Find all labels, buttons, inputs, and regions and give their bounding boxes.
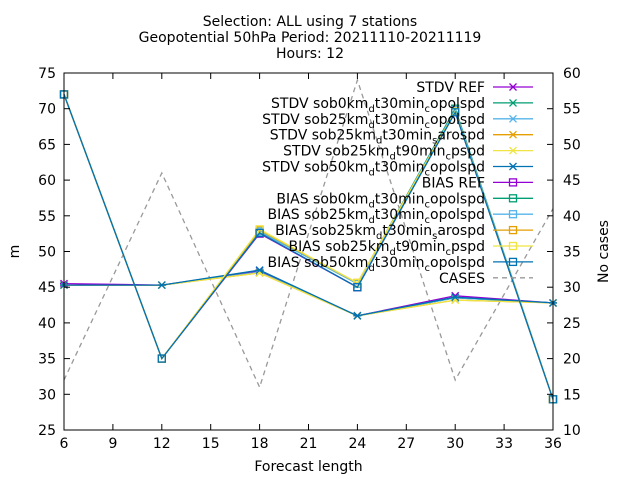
title-line-3: Hours: 12 xyxy=(276,46,344,62)
series-lines xyxy=(59,77,558,404)
legend-label-3: STDV sob25kmdt30minsarospd xyxy=(270,128,485,147)
legend-marker-8 xyxy=(508,210,518,219)
y2-tick-label-4: 30 xyxy=(563,280,581,296)
y2-tick-label-1: 15 xyxy=(563,387,581,403)
legend-marker-9 xyxy=(508,225,518,235)
chart-title: Selection: ALL using 7 stationsGeopotent… xyxy=(139,14,482,62)
legend-label-5: STDV sob50kmdt30mincopolspd xyxy=(262,160,485,179)
y2-axis-label: No cases xyxy=(596,220,612,283)
y-tick-label-3: 40 xyxy=(38,316,56,332)
legend-marker-1 xyxy=(509,98,517,107)
y-tick-label-5: 50 xyxy=(38,245,56,261)
x-tick-label-0: 6 xyxy=(60,436,69,452)
axes: 6 9 12 15 18 21 24 27 30 33 36 25 30 35 40 45 50 55 60 65 70… xyxy=(7,66,612,475)
y-tick-label-6: 55 xyxy=(38,209,56,225)
series-11-point-3 xyxy=(353,283,362,292)
legend-marker-11 xyxy=(508,257,518,267)
y-tick-label-1: 30 xyxy=(38,387,56,403)
x-tick-label-6: 24 xyxy=(348,436,366,452)
legend-marker-7 xyxy=(508,194,518,203)
x-tick-label-10: 36 xyxy=(544,436,562,452)
y-tick-label-9: 70 xyxy=(38,102,56,118)
legend-label-8: BIAS sob25kmdt30mincopolspd xyxy=(267,207,485,226)
x-tick-label-4: 18 xyxy=(251,436,269,452)
y2-tick-label-3: 25 xyxy=(563,316,581,332)
legend-marker-6 xyxy=(508,178,518,187)
series-5-point-4 xyxy=(451,293,460,302)
y2-tick-label-10: 60 xyxy=(563,66,581,82)
x-tick-label-9: 33 xyxy=(495,436,513,452)
series-5-point-1 xyxy=(157,281,166,290)
y-tick-label-10: 75 xyxy=(38,66,56,82)
y-tick-label-8: 65 xyxy=(38,137,56,153)
x-tick-label-7: 27 xyxy=(397,436,415,452)
title-line-1: Selection: ALL using 7 stations xyxy=(203,14,417,30)
legend-label-12: CASES xyxy=(439,271,485,287)
legend-marker-10 xyxy=(508,241,518,251)
y-tick-label-0: 25 xyxy=(38,423,56,439)
series-line-12 xyxy=(63,77,554,390)
y2-tick-label-5: 35 xyxy=(563,245,581,261)
series-11-point-4 xyxy=(451,108,460,117)
y-tick-label-7: 60 xyxy=(38,173,56,189)
legend-marker-5 xyxy=(509,162,517,171)
series-5-point-3 xyxy=(353,311,362,320)
legend-label-1: STDV sob0kmdt30mincopolspd xyxy=(271,96,485,115)
series-line-5 xyxy=(64,269,554,317)
legend-label-9: BIAS sob25kmdt30minsarospd xyxy=(275,223,485,242)
legend-marker-2 xyxy=(509,114,517,123)
series-5-point-2 xyxy=(255,266,264,275)
x-tick-label-8: 30 xyxy=(446,436,464,452)
x-tick-label-2: 12 xyxy=(153,436,171,452)
series-line-11 xyxy=(63,94,554,400)
legend-label-11: BIAS sob50kmdt30mincopolspd xyxy=(267,255,485,274)
y2-tick-label-7: 45 xyxy=(563,173,581,189)
legend-marker-3 xyxy=(509,130,517,139)
y-axis-label: m xyxy=(7,245,23,259)
legend-label-7: BIAS sob0kmdt30mincopolspd xyxy=(276,191,485,210)
x-tick-label-5: 21 xyxy=(300,436,318,452)
x-axis-label: Forecast length xyxy=(254,459,362,475)
legend-marker-4 xyxy=(509,146,517,155)
series-11-point-1 xyxy=(157,354,166,363)
y-tick-label-2: 35 xyxy=(38,352,56,368)
series-11-point-2 xyxy=(255,228,264,238)
y2-tick-label-6: 40 xyxy=(563,209,581,225)
legend-label-6: BIAS REF xyxy=(422,175,485,191)
y2-tick-label-9: 55 xyxy=(563,102,581,118)
legend-label-0: STDV REF xyxy=(416,80,485,96)
legend-marker-0 xyxy=(509,83,517,91)
legend-label-2: STDV sob25kmdt30mincopolspd xyxy=(262,112,485,131)
title-line-2: Geopotential 50hPa Period: 20211110-2021… xyxy=(139,30,482,46)
y-tick-label-4: 45 xyxy=(38,280,56,296)
y2-tick-label-2: 20 xyxy=(563,352,581,368)
y2-tick-label-8: 50 xyxy=(563,137,581,153)
legend-label-10: BIAS sob25kmdt90mincpspd xyxy=(289,239,486,258)
legend-label-4: STDV sob25kmdt90mincpspd xyxy=(283,144,485,163)
x-tick-label-1: 9 xyxy=(108,436,117,452)
y2-tick-label-0: 10 xyxy=(563,423,581,439)
x-tick-label-3: 15 xyxy=(202,436,220,452)
